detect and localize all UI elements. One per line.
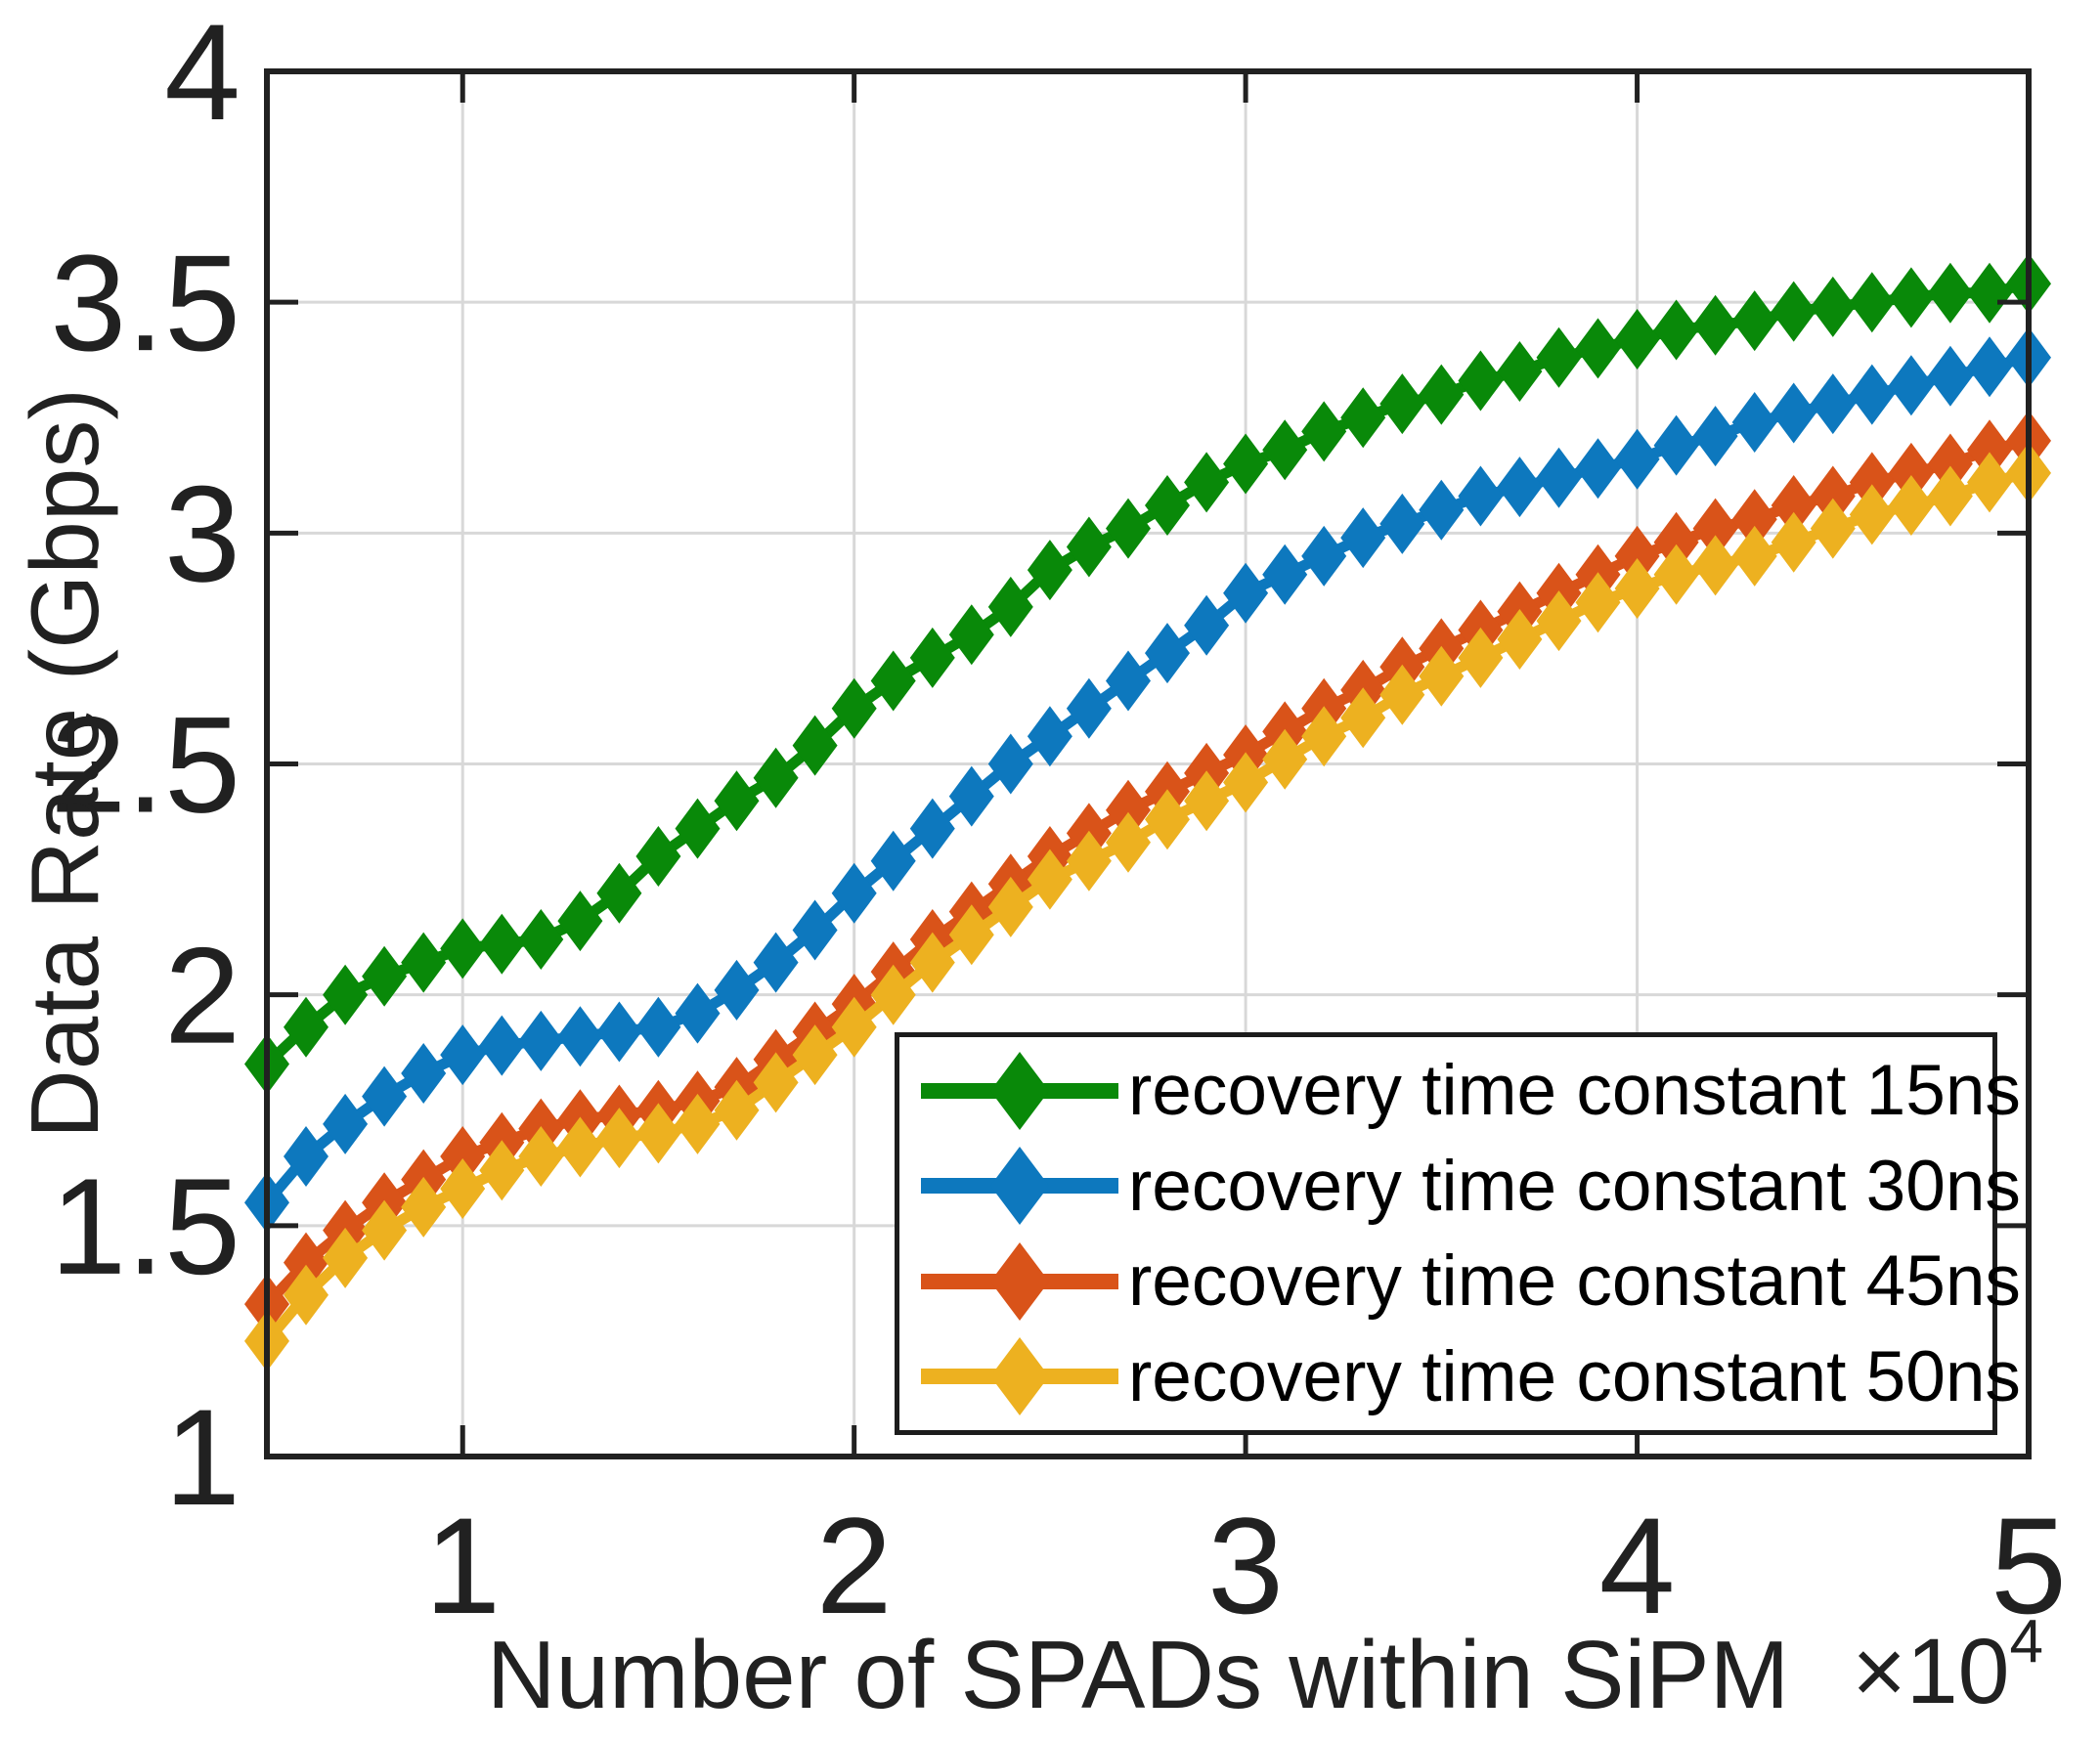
y-tick-label: 1.5	[50, 1150, 241, 1303]
legend-item-45ns: recovery time constant 45ns	[917, 1235, 2021, 1328]
y-axis-label: Data Rate (Gbps)	[11, 388, 118, 1139]
axes-box-and-ticks	[264, 68, 2032, 1459]
x-tick-label: 1	[424, 1489, 501, 1642]
legend-label: recovery time constant 50ns	[1128, 1336, 2021, 1416]
legend-label: recovery time constant 45ns	[1128, 1241, 2021, 1322]
series-layer	[244, 253, 2051, 1371]
y-tick-label: 4	[164, 0, 241, 149]
legend-label: recovery time constant 15ns	[1128, 1051, 2021, 1131]
legend-label: recovery time constant 30ns	[1128, 1146, 2021, 1226]
legend: recovery time constant 15ns recovery tim…	[895, 1032, 2021, 1435]
x-axis-offset-base: ×10	[1852, 1620, 2009, 1723]
y-tick-label: 2	[164, 919, 241, 1072]
legend-item-30ns: recovery time constant 30ns	[917, 1139, 2021, 1233]
x-tick-label: 4	[1599, 1489, 1676, 1642]
legend-line-diamond-icon	[921, 1051, 1118, 1130]
legend-item-50ns: recovery time constant 50ns	[917, 1329, 2021, 1423]
x-tick-label: 2	[816, 1489, 893, 1642]
y-tick-label: 3	[164, 457, 241, 610]
y-tick-label: 1	[164, 1380, 241, 1534]
legend-line-diamond-icon	[921, 1241, 1118, 1321]
series-markers-recovery-time-constant-15ns	[244, 253, 2051, 1095]
x-axis-offset-exponent: 4	[2010, 1608, 2043, 1675]
y-tick-label: 3.5	[50, 226, 241, 379]
x-tick-label: 3	[1207, 1489, 1284, 1642]
x-axis-label: Number of SPADs within SiPM	[487, 1621, 1789, 1728]
x-axis-offset-label: ×104	[1852, 1608, 2043, 1723]
legend-line-diamond-icon	[921, 1147, 1118, 1226]
series-line-recovery-time-constant-45ns	[262, 435, 2031, 1308]
y-tick-label: 2.5	[50, 688, 241, 842]
legend-item-15ns: recovery time constant 15ns	[917, 1044, 2021, 1138]
series-markers-recovery-time-constant-50ns	[244, 442, 2051, 1371]
tick-label-layer: 1 2 3 4 5 1 1.5 2 2.5 3 3.5 4	[50, 0, 2067, 1642]
series-line-recovery-time-constant-50ns	[262, 467, 2031, 1345]
legend-line-diamond-icon	[921, 1337, 1118, 1416]
series-markers-recovery-time-constant-30ns	[244, 326, 2051, 1234]
x-tick-label: 5	[1991, 1489, 2067, 1642]
